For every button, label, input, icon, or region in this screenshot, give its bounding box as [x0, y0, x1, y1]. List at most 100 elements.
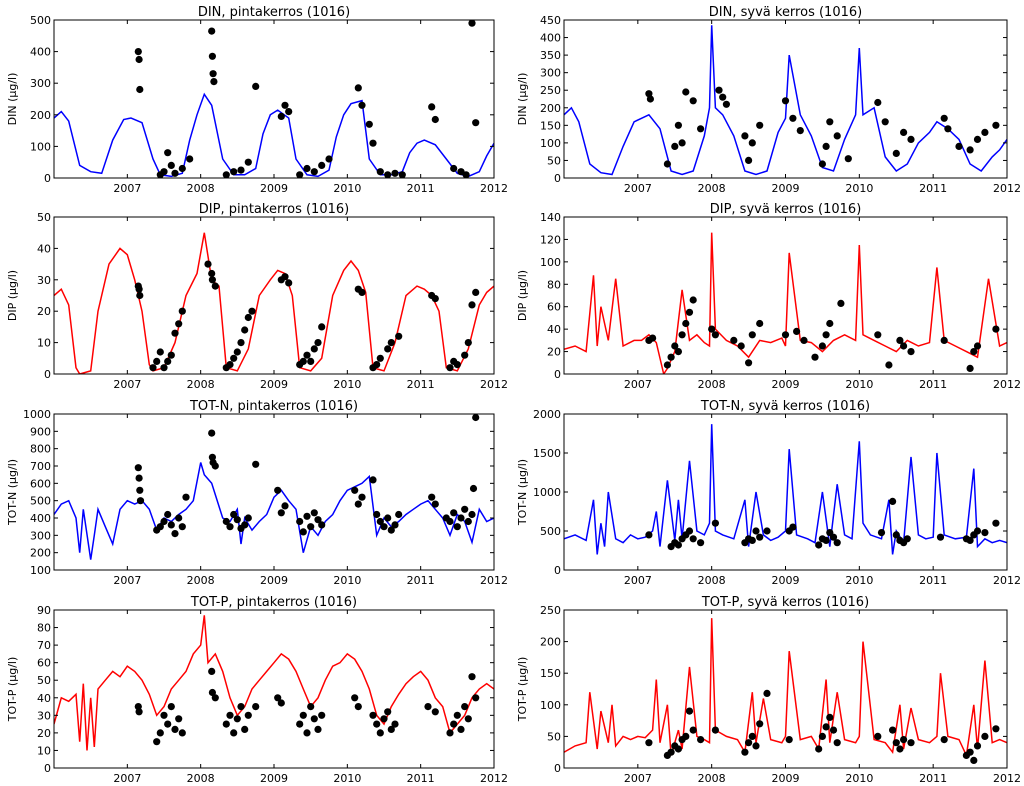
observation-point — [175, 320, 183, 328]
observation-point — [973, 742, 982, 750]
observation-point — [900, 736, 908, 744]
observation-point — [358, 493, 366, 501]
observation-point — [940, 736, 948, 744]
observation-point — [674, 745, 683, 753]
observation-point — [889, 726, 897, 734]
y-axis-label: DIP (µg/l) — [6, 270, 19, 321]
x-tick-label: 2012 — [993, 182, 1021, 195]
observation-point — [822, 536, 830, 545]
observation-point — [829, 533, 838, 541]
observation-point — [307, 703, 315, 711]
observation-point — [431, 295, 439, 303]
y-tick-label: 400 — [540, 32, 561, 45]
observation-point — [135, 708, 143, 716]
observation-point — [241, 326, 249, 334]
observation-point — [667, 748, 675, 756]
observation-point — [789, 114, 797, 122]
x-tick-label: 2012 — [480, 182, 508, 195]
observation-point — [373, 720, 381, 728]
observation-point — [877, 529, 886, 537]
observation-point — [384, 171, 392, 179]
x-tick-label: 2012 — [480, 378, 508, 391]
observation-point — [973, 135, 982, 143]
observation-point — [178, 307, 186, 315]
observation-point — [241, 521, 249, 529]
y-tick-label: 500 — [30, 495, 51, 508]
observation-point — [208, 52, 216, 60]
y-tick-label: 900 — [30, 425, 51, 438]
plot-frame — [53, 413, 495, 571]
chart-title: TOT-P, pintakerros (1016) — [190, 595, 357, 610]
observation-point — [756, 319, 764, 328]
observation-point — [175, 715, 183, 723]
observation-point — [171, 725, 179, 734]
x-tick-label: 2011 — [919, 182, 947, 195]
observation-point — [674, 348, 683, 356]
observation-point — [885, 361, 893, 369]
model-line — [54, 232, 494, 374]
observation-point — [391, 720, 399, 728]
observation-point — [763, 527, 771, 535]
observation-point — [752, 527, 760, 535]
observation-point — [387, 526, 395, 534]
x-tick-label: 2012 — [993, 772, 1021, 785]
observation-point — [940, 336, 948, 344]
observation-point — [208, 27, 216, 35]
observation-point — [354, 703, 362, 711]
chart-title: DIN, syvä kerros (1016) — [709, 5, 862, 20]
y-tick-label: 150 — [540, 667, 561, 680]
observation-point — [307, 523, 315, 531]
chart-panel-2: DIN, syvä kerros (1016) 0 50 100 150 200 250 30… — [516, 5, 1021, 195]
observation-point — [689, 97, 697, 105]
observation-point — [896, 336, 904, 344]
observation-point — [156, 348, 164, 356]
y-axis-label: DIP (µg/l) — [516, 270, 529, 321]
observation-point — [793, 327, 801, 335]
observation-point — [874, 732, 882, 741]
chart-panel-6: TOT-N, syvä kerros (1016) 0 500 1000 1500 200… — [516, 399, 1021, 587]
observation-point — [233, 715, 241, 723]
observation-point — [468, 301, 476, 309]
observation-point — [907, 135, 915, 143]
chart-panel-4: DIP, syvä kerros (1016) 0 20 40 60 80 100 120 14… — [516, 202, 1021, 391]
observation-point — [135, 474, 143, 482]
y-tick-label: 1500 — [533, 447, 561, 460]
x-tick-label: 2011 — [407, 574, 435, 587]
y-tick-label: 0 — [554, 368, 561, 381]
x-tick-label: 2009 — [260, 182, 288, 195]
observation-point — [376, 168, 384, 176]
x-tick-label: 2011 — [407, 772, 435, 785]
x-tick-label: 2009 — [772, 182, 800, 195]
observation-point — [685, 707, 694, 715]
observation-point — [178, 523, 186, 531]
observation-point — [164, 510, 172, 519]
y-tick-label: 350 — [540, 49, 561, 62]
observation-point — [285, 108, 293, 116]
observation-point — [992, 725, 1000, 733]
observation-point — [453, 523, 461, 531]
observation-point — [376, 354, 384, 362]
observation-point — [303, 729, 311, 737]
observation-point — [310, 168, 318, 176]
observation-point — [208, 276, 216, 284]
x-tick-label: 2011 — [407, 182, 435, 195]
y-tick-label: 300 — [30, 529, 51, 542]
observation-point — [745, 739, 753, 747]
observation-point — [164, 720, 172, 728]
observation-point — [818, 732, 827, 741]
observation-point — [992, 121, 1000, 129]
x-tick-label: 2010 — [333, 772, 361, 785]
observation-point — [737, 342, 745, 350]
observation-point — [649, 334, 657, 342]
observation-point — [310, 345, 318, 353]
observation-point — [944, 125, 952, 133]
x-tick-label: 2010 — [845, 378, 873, 391]
y-tick-label: 100 — [30, 140, 51, 153]
observation-point — [277, 112, 285, 120]
observation-point — [167, 351, 175, 359]
observation-point — [296, 517, 304, 526]
observation-point — [160, 517, 168, 526]
observation-point — [715, 86, 723, 94]
observation-point — [468, 19, 476, 27]
observation-point — [252, 82, 260, 90]
